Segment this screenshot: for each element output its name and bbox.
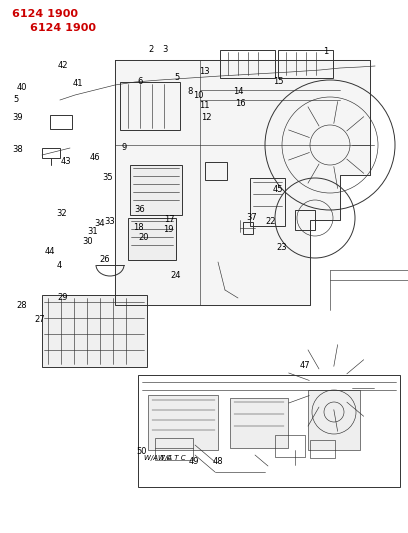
Text: W/A T C: W/A T C xyxy=(144,455,172,461)
Text: 46: 46 xyxy=(90,154,100,163)
Text: 39: 39 xyxy=(13,114,23,123)
Bar xyxy=(120,82,180,130)
Text: 45: 45 xyxy=(273,185,283,195)
Bar xyxy=(155,438,193,460)
Text: 33: 33 xyxy=(104,217,115,227)
Text: 10: 10 xyxy=(193,92,203,101)
Text: 14: 14 xyxy=(233,87,243,96)
Text: 35: 35 xyxy=(103,174,113,182)
Text: 18: 18 xyxy=(133,223,143,232)
Text: 24: 24 xyxy=(171,271,181,279)
Text: 34: 34 xyxy=(95,220,105,229)
Text: 17: 17 xyxy=(164,215,174,224)
Text: 8: 8 xyxy=(187,87,193,96)
Text: 5: 5 xyxy=(174,74,180,83)
Bar xyxy=(50,115,72,129)
Text: 26: 26 xyxy=(100,255,110,264)
Text: 40: 40 xyxy=(17,84,27,93)
Text: 2: 2 xyxy=(149,45,154,54)
Bar xyxy=(295,210,315,230)
Text: 32: 32 xyxy=(57,208,67,217)
Text: 13: 13 xyxy=(199,68,209,77)
Text: 3: 3 xyxy=(162,45,168,54)
Text: 36: 36 xyxy=(135,206,145,214)
Text: 44: 44 xyxy=(45,247,55,256)
Bar xyxy=(42,295,147,367)
Text: 42: 42 xyxy=(58,61,68,70)
Bar xyxy=(230,398,288,448)
Text: 22: 22 xyxy=(266,217,276,227)
Bar xyxy=(278,50,333,78)
Text: 9: 9 xyxy=(121,143,126,152)
Bar xyxy=(275,435,305,457)
Text: 6124 1900: 6124 1900 xyxy=(12,9,78,19)
Text: 30: 30 xyxy=(83,238,93,246)
Text: 43: 43 xyxy=(61,157,71,166)
Bar xyxy=(42,148,60,158)
Text: 1: 1 xyxy=(324,47,328,56)
Polygon shape xyxy=(115,60,370,305)
Bar xyxy=(220,50,275,78)
Text: 6124 1900: 6124 1900 xyxy=(30,23,96,33)
Text: 41: 41 xyxy=(73,78,83,87)
Text: 49: 49 xyxy=(189,457,199,466)
Text: 29: 29 xyxy=(58,294,68,303)
Bar xyxy=(205,162,227,180)
Text: 31: 31 xyxy=(88,228,98,237)
Bar xyxy=(130,165,182,215)
Text: 4: 4 xyxy=(56,261,62,270)
Bar xyxy=(308,390,360,450)
Text: 15: 15 xyxy=(273,77,283,86)
Text: W/A T C: W/A T C xyxy=(158,455,186,461)
Text: 23: 23 xyxy=(277,244,287,253)
Text: 27: 27 xyxy=(35,316,45,325)
Text: 12: 12 xyxy=(201,114,211,123)
Text: 19: 19 xyxy=(163,225,173,235)
Bar xyxy=(138,375,400,487)
Text: 6: 6 xyxy=(137,77,143,86)
Bar xyxy=(250,178,285,226)
Text: 11: 11 xyxy=(199,101,209,110)
Bar xyxy=(148,395,218,450)
Text: 50: 50 xyxy=(137,448,147,456)
Bar xyxy=(310,440,335,458)
Text: 16: 16 xyxy=(235,100,245,109)
Bar xyxy=(128,218,176,260)
Text: 48: 48 xyxy=(213,457,223,466)
Text: 37: 37 xyxy=(246,214,257,222)
Text: 38: 38 xyxy=(13,146,23,155)
Bar xyxy=(243,222,253,234)
Text: 5: 5 xyxy=(13,95,19,104)
Text: 20: 20 xyxy=(139,233,149,243)
Text: 28: 28 xyxy=(17,301,27,310)
Text: 47: 47 xyxy=(300,360,310,369)
